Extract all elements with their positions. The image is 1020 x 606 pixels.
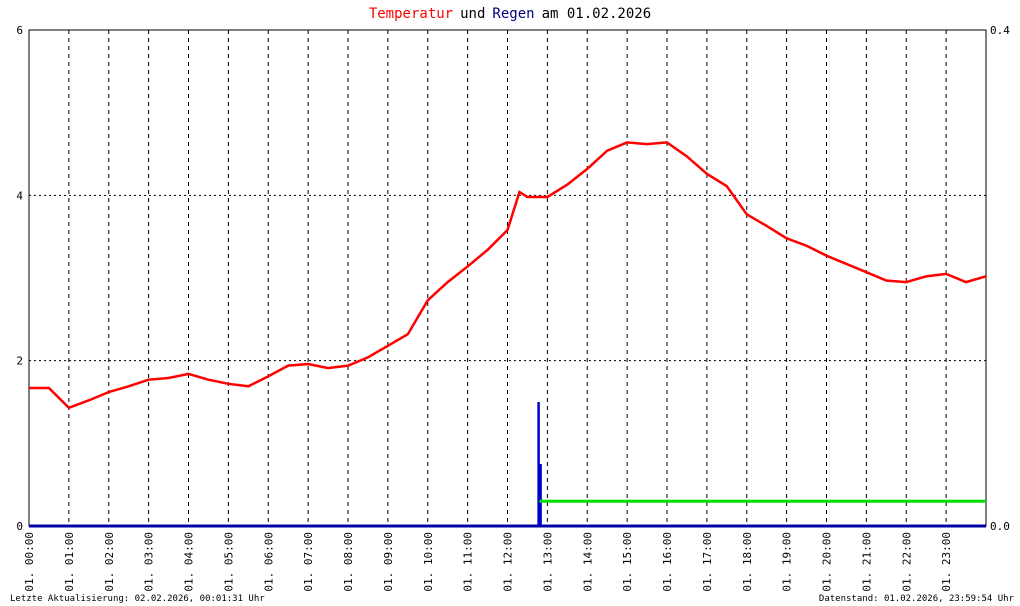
x-tick-label: 01. 06:00 — [262, 532, 275, 592]
y-tick-label: 6 — [16, 24, 23, 37]
x-tick-label: 01. 14:00 — [581, 532, 594, 592]
x-tick-label: 01. 03:00 — [143, 532, 156, 592]
y-tick-label: 4 — [16, 189, 23, 202]
temperature-line — [29, 141, 987, 410]
footer-left: Letzte Aktualisierung: 02.02.2026, 00:01… — [10, 594, 265, 604]
x-tick-label: 01. 12:00 — [502, 532, 515, 592]
x-tick-label: 01. 18:00 — [741, 532, 754, 592]
x-tick-label: 01. 04:00 — [183, 532, 196, 592]
x-tick-label: 01. 02:00 — [103, 532, 116, 592]
x-tick-label: 01. 11:00 — [462, 532, 475, 592]
x-tick-label: 01. 05:00 — [222, 532, 235, 592]
x-tick-label: 01. 20:00 — [821, 532, 834, 592]
x-tick-label: 01. 22:00 — [900, 532, 913, 592]
x-tick-label: 01. 17:00 — [701, 532, 714, 592]
x-tick-label: 01. 10:00 — [422, 532, 435, 592]
x-tick-label: 01. 19:00 — [781, 532, 794, 592]
chart-title: Temperatur und Regen am 01.02.2026 — [369, 6, 651, 22]
y-tick-label: 2 — [16, 355, 23, 368]
x-tick-label: 01. 07:00 — [302, 532, 315, 592]
x-tick-label: 01. 00:00 — [23, 532, 36, 592]
x-tick-label: 01. 15:00 — [621, 532, 634, 592]
x-tick-label: 01. 16:00 — [661, 532, 674, 592]
x-tick-label: 01. 09:00 — [382, 532, 395, 592]
title-part: Regen — [492, 6, 534, 22]
footer-right: Datenstand: 01.02.2026, 23:59:54 Uhr — [819, 594, 1015, 604]
x-tick-label: 01. 13:00 — [541, 532, 554, 592]
y2-tick-label: 0.4 — [990, 24, 1010, 37]
x-tick-label: 01. 08:00 — [342, 532, 355, 592]
title-part: Temperatur — [369, 6, 453, 22]
x-tick-label: 01. 23:00 — [940, 532, 953, 592]
y-tick-label: 0 — [16, 520, 23, 533]
title-part: und — [460, 6, 485, 22]
title-part: am 01.02.2026 — [542, 6, 652, 22]
y2-tick-label: 0.0 — [990, 520, 1010, 533]
x-tick-label: 01. 01:00 — [63, 532, 76, 592]
x-tick-label: 01. 21:00 — [860, 532, 873, 592]
